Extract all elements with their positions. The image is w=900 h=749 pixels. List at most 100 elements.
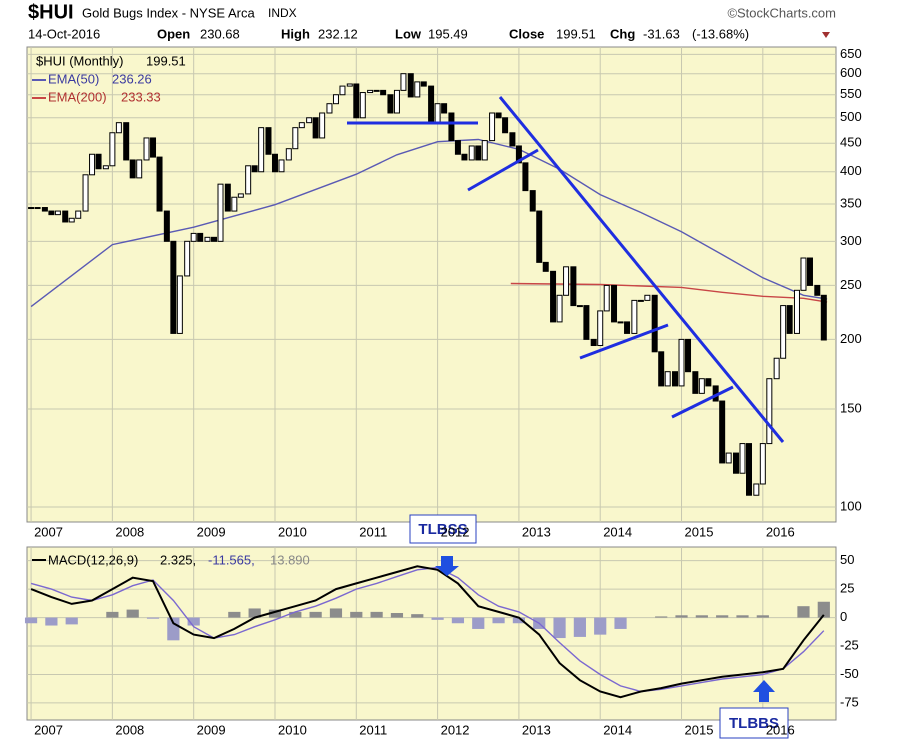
candle [468, 145, 475, 161]
candle [123, 122, 130, 161]
candle [556, 294, 563, 323]
y-tick-label: -75 [840, 694, 859, 709]
candle [685, 338, 692, 373]
macd-line [30, 565, 825, 699]
histogram-bar [370, 611, 383, 618]
candle [800, 257, 807, 291]
candle [644, 294, 651, 301]
histogram-bar [756, 615, 769, 618]
candle [95, 153, 102, 170]
candle [434, 103, 441, 124]
candle [245, 165, 252, 195]
ema-line [510, 282, 828, 303]
high-label: High [281, 26, 310, 41]
x-tick-label: 2009 [197, 524, 226, 539]
legend-ema50: EMA(50) [48, 71, 99, 86]
candle [184, 240, 191, 277]
annotation: TLBBS [729, 715, 779, 732]
candle [292, 127, 299, 150]
histogram-bar [512, 617, 526, 624]
arrow [753, 680, 775, 702]
x-tick-label: 2008 [115, 722, 144, 737]
candle [441, 103, 448, 114]
candle [563, 266, 570, 296]
candle [454, 140, 461, 155]
x-tick-label: 2012 [441, 524, 470, 539]
copyright: ©StockCharts.com [727, 5, 836, 20]
x-tick-label: 2010 [278, 524, 307, 539]
x-tick-label: 2015 [685, 722, 714, 737]
candle [332, 94, 339, 105]
y-tick-label: 650 [840, 46, 862, 61]
hist-legend-value: 13.890 [270, 552, 310, 567]
candle [109, 132, 116, 167]
histogram-bar [492, 617, 505, 624]
candle [732, 452, 739, 474]
candle [48, 210, 55, 216]
trendline [467, 148, 539, 192]
y-tick-label: 450 [840, 135, 862, 150]
candle [637, 299, 644, 302]
candle [265, 127, 272, 155]
candle [298, 122, 305, 129]
candle [75, 210, 82, 219]
histogram-bar [573, 617, 586, 637]
histogram-bar [45, 617, 58, 626]
annotation: TLBSS [418, 521, 467, 538]
candle [806, 257, 813, 286]
candle [387, 94, 394, 114]
y-tick-label: 550 [840, 86, 862, 101]
y-tick-label: -25 [840, 637, 859, 652]
y-tick-label: 350 [840, 195, 862, 210]
candle [583, 305, 590, 340]
y-tick-label: 400 [840, 163, 862, 178]
low: 195.49 [428, 26, 468, 41]
candle [509, 132, 516, 147]
candle [204, 236, 211, 242]
legend-ema200-value: 233.33 [121, 89, 161, 104]
candle [102, 165, 109, 170]
annotation-box [409, 514, 477, 544]
y-tick-label: 300 [840, 233, 862, 248]
candle [705, 378, 712, 387]
histogram-bar [695, 615, 708, 618]
y-tick-label: 0 [840, 609, 847, 624]
histogram-bar [736, 615, 749, 618]
candle [475, 145, 482, 161]
x-tick-label: 2008 [115, 524, 144, 539]
candle [211, 236, 218, 242]
candle [542, 261, 549, 272]
candle [766, 378, 773, 445]
histogram-bar [553, 617, 566, 639]
chg: -31.63 [643, 26, 680, 41]
candle [678, 338, 685, 387]
candle [150, 137, 157, 158]
close-label: Close [509, 26, 544, 41]
histogram-bar [65, 617, 78, 625]
annotation-box [719, 707, 789, 739]
candle [522, 162, 529, 192]
candle [746, 443, 753, 496]
trendline [498, 96, 785, 443]
candle [502, 117, 509, 134]
histogram-bar [329, 608, 343, 618]
candle [237, 193, 244, 198]
histogram-bar [614, 617, 627, 629]
x-tick-label: 2011 [359, 524, 387, 539]
x-tick-label: 2010 [278, 722, 307, 737]
candle [278, 159, 285, 173]
candle [550, 270, 557, 323]
histogram-bar [268, 609, 282, 618]
candle [251, 165, 258, 173]
histogram-bar [248, 608, 261, 618]
y-tick-label: 250 [840, 277, 862, 292]
candle [590, 338, 597, 347]
y-tick-label: 200 [840, 331, 862, 346]
histogram-bar [309, 611, 322, 618]
low-label: Low [395, 26, 422, 41]
candle [753, 483, 760, 496]
legend-price: $HUI (Monthly) [36, 53, 123, 68]
candle [285, 148, 292, 161]
date: 14-Oct-2016 [28, 26, 100, 41]
